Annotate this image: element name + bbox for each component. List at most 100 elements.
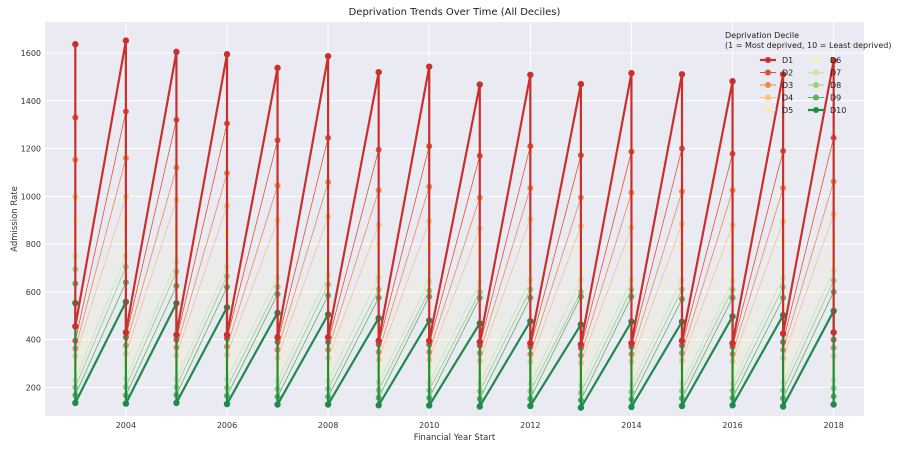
series-d3 [72, 155, 837, 359]
data-point-d1 [375, 68, 382, 76]
y-tick-label: 600 [26, 288, 41, 297]
data-point-d1 [577, 341, 585, 348]
data-point-d1 [729, 339, 736, 347]
legend-entry-d3: D3 [760, 81, 793, 90]
legend-entry-d9: D9 [808, 94, 841, 103]
x-tick-label: 2012 [520, 421, 540, 430]
data-point-d1 [72, 41, 79, 48]
legend-entry-d4: D4 [760, 94, 793, 103]
data-point-d10 [527, 402, 534, 410]
x-tick-label: 2018 [823, 421, 843, 430]
legend-title-line1: Deprivation Decile [725, 31, 799, 40]
x-tick-label: 2010 [419, 421, 439, 430]
data-point-d1 [527, 339, 534, 347]
legend-label: D1 [782, 56, 793, 65]
legend-swatch-marker [765, 107, 771, 113]
y-axis-label: Admission Rate [10, 186, 20, 252]
data-point-d10 [577, 404, 585, 411]
series-line-d2 [74, 111, 835, 349]
data-point-d1 [628, 69, 635, 77]
data-point-d1 [72, 323, 79, 330]
tick-labels: 2004 2006 2008 2010 2012 2014 2016 2018 200 400 60… [21, 49, 844, 430]
legend-entry-d7: D7 [808, 69, 841, 78]
y-tick-label: 800 [26, 240, 41, 249]
data-point-d1 [324, 52, 332, 60]
legend-entry-d8: D8 [808, 81, 841, 90]
data-point-d1 [223, 331, 231, 339]
legend-entry-d5: D5 [760, 106, 793, 115]
legend-label: D5 [782, 106, 793, 115]
y-tick-label: 200 [26, 383, 41, 392]
data-point-d1 [122, 329, 130, 336]
x-tick-label: 2016 [722, 421, 742, 430]
series-line-d6 [74, 239, 835, 379]
data-point-d10 [324, 401, 332, 408]
legend-label: D7 [830, 69, 841, 78]
data-point-d1 [426, 63, 433, 70]
series-d1 [72, 37, 837, 348]
data-point-d1 [173, 48, 180, 56]
y-tick-label: 1600 [21, 49, 41, 58]
legend-label: D9 [830, 94, 841, 103]
data-point-d10 [476, 403, 483, 410]
legend-swatch-marker [765, 94, 771, 101]
series-line-d7 [74, 255, 835, 386]
data-point-d10 [375, 402, 382, 409]
data-point-d10 [223, 400, 231, 408]
series-line-d1 [74, 39, 835, 346]
x-axis-label: Financial Year Start [414, 433, 496, 443]
data-point-d1 [830, 329, 837, 336]
legend-entries: D1 D2 D3 D4 D5 D6 D7 D8 D9 D10 [760, 56, 846, 115]
legend-swatch-marker [813, 107, 819, 113]
data-point-d1 [779, 71, 787, 78]
legend-entry-d10: D10 [808, 106, 846, 115]
legend-swatch-marker [813, 57, 819, 63]
data-point-d1 [577, 80, 585, 88]
data-point-d1 [830, 57, 837, 64]
legend-swatch-marker [813, 82, 819, 88]
legend-swatch-marker [765, 82, 771, 88]
series-line-d4 [74, 196, 835, 364]
data-point-d10 [729, 402, 736, 409]
legend-label: D6 [830, 56, 841, 65]
x-tick-label: 2014 [621, 421, 641, 430]
data-point-d1 [223, 51, 231, 58]
data-point-d1 [527, 71, 534, 78]
legend-label: D10 [830, 106, 846, 115]
series-line-d10 [74, 300, 835, 409]
data-point-d1 [678, 71, 686, 78]
y-tick-label: 1000 [21, 192, 41, 201]
series-d10 [72, 298, 837, 411]
legend-swatch-marker [765, 57, 771, 63]
legend-title-line2: (1 = Most deprived, 10 = Least deprived) [725, 41, 891, 50]
data-point-d10 [426, 402, 433, 409]
data-point-d10 [628, 403, 635, 411]
legend-entry-d2: D2 [760, 69, 793, 78]
data-point-d1 [173, 331, 180, 339]
y-tick-label: 400 [26, 336, 41, 345]
data-point-d1 [779, 330, 787, 337]
legend-label: D3 [782, 81, 793, 90]
data-point-d10 [122, 400, 130, 407]
legend-label: D2 [782, 69, 793, 78]
x-tick-label: 2004 [116, 421, 136, 430]
data-point-d1 [274, 334, 281, 341]
legend: Deprivation Decile (1 = Most deprived, 1… [725, 31, 891, 115]
data-point-d1 [122, 37, 130, 44]
data-point-d10 [830, 401, 837, 408]
series-line-d8 [74, 266, 835, 394]
series-line-d3 [74, 157, 835, 356]
data-point-d1 [375, 337, 382, 344]
legend-entry-d1: D1 [760, 56, 793, 65]
data-point-d1 [426, 337, 433, 344]
data-point-d1 [324, 334, 332, 341]
data-point-d1 [476, 338, 483, 346]
series-line-d5 [74, 218, 835, 371]
data-point-d10 [173, 399, 180, 407]
data-point-d1 [678, 337, 686, 344]
x-tick-label: 2008 [318, 421, 338, 430]
legend-swatch-marker [813, 69, 819, 76]
data-point-d10 [779, 403, 787, 410]
x-tick-label: 2006 [217, 421, 237, 430]
